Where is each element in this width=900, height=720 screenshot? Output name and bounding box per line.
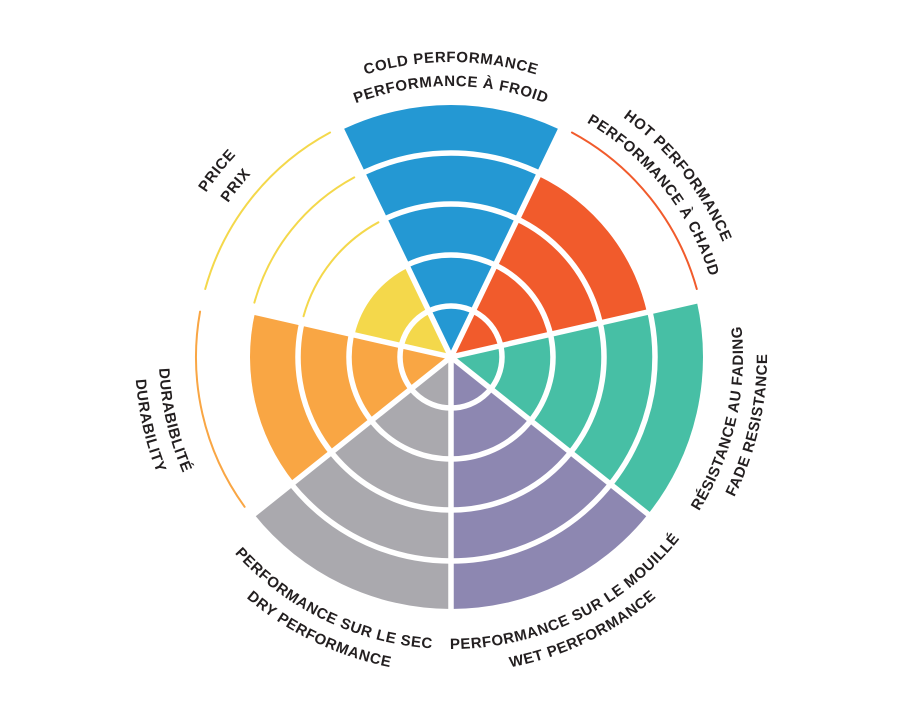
unfilled-ring-arc-price-4 — [253, 176, 356, 304]
unfilled-ring-arc-hot-performance-5 — [570, 131, 698, 291]
segment-fill-wet-performance — [451, 357, 649, 609]
segment-fill-fade-resistance — [451, 300, 703, 515]
white-dividers — [199, 124, 703, 614]
segment-label-text-fr-cold-performance: PERFORMANCE À FROID — [351, 73, 550, 107]
segment-label-en-hot-performance: HOT PERFORMANCE — [621, 107, 735, 244]
segment-fill-cold-performance — [341, 105, 561, 357]
unfilled-ring-arc-durability-5 — [195, 310, 246, 508]
unfilled-ring-arc-price-3 — [302, 221, 380, 318]
sector-gap-line-5 — [199, 297, 452, 360]
segment-fill-dry-performance — [253, 357, 451, 609]
sector-gap-line-0 — [448, 124, 565, 359]
unfilled-ring-arcs — [195, 131, 698, 508]
segment-label-fr-cold-performance: PERFORMANCE À FROID — [351, 73, 550, 107]
sector-gap-line-4 — [248, 354, 453, 520]
sector-gap-line-1 — [450, 297, 703, 360]
segment-label-text-en-hot-performance: HOT PERFORMANCE — [621, 107, 735, 244]
unfilled-ring-arc-price-5 — [204, 131, 332, 291]
segment-fill-price — [354, 267, 451, 357]
sector-gap-line-2 — [449, 354, 654, 520]
sector-gap-line-6 — [337, 124, 454, 359]
